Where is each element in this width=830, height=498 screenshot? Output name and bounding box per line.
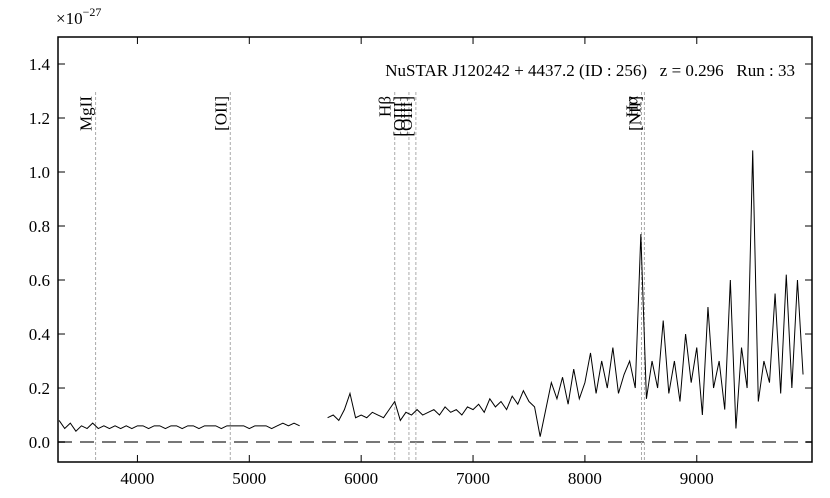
x-tick-label: 5000 (232, 469, 266, 488)
annotation: NuSTAR J120242 + 4437.2 (ID : 256) z = 0… (385, 61, 795, 80)
y-tick-label: 0.4 (29, 325, 51, 344)
y-tick-label: 0.0 (29, 433, 50, 452)
spectrum-line (58, 150, 804, 437)
x-tick-label: 6000 (344, 469, 378, 488)
y-tick-label: 1.2 (29, 109, 50, 128)
x-tick-label: 7000 (456, 469, 490, 488)
emission-label: [OIII] (390, 96, 409, 137)
x-tick-label: 8000 (568, 469, 602, 488)
x-tick-label: 9000 (680, 469, 714, 488)
offset-exponent: −27 (83, 5, 102, 19)
emission-label: Hα (623, 96, 642, 117)
y-tick-label: 0.8 (29, 217, 50, 236)
y-tick-label: 0.2 (29, 379, 50, 398)
x-tick-label: 4000 (120, 469, 154, 488)
y-tick-label: 0.6 (29, 271, 50, 290)
plot-frame (57, 36, 813, 463)
y-tick-label: 1.0 (29, 163, 50, 182)
emission-label: MgII (77, 96, 96, 131)
emission-label: Hβ (376, 96, 395, 117)
emission-label: [NII] (625, 96, 644, 131)
y-tick-label: 1.4 (29, 55, 51, 74)
emission-label: [OIII] (397, 96, 416, 137)
offset-label: ×10−27 (56, 5, 101, 28)
emission-label: [OII] (211, 96, 230, 131)
offset-base: ×10 (56, 9, 83, 28)
